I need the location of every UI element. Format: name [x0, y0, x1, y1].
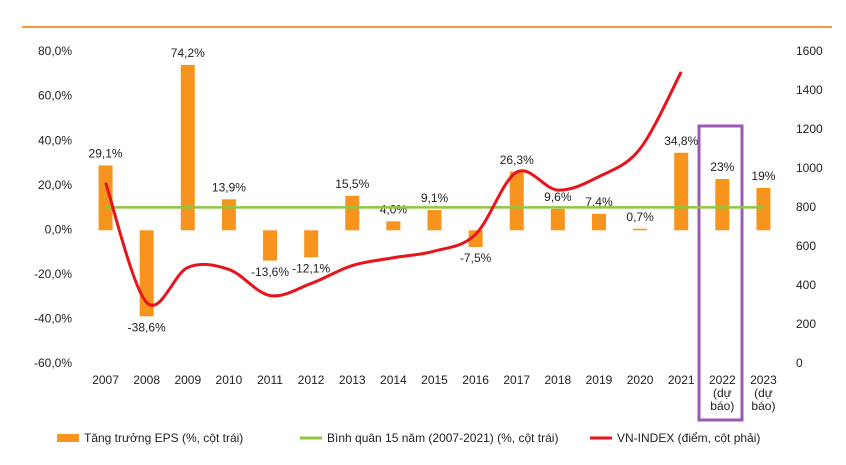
- bar: [180, 64, 195, 231]
- y-tick-label: 80,0%: [38, 44, 72, 58]
- y2-tick-label: 1200: [796, 122, 823, 136]
- legend-label: VN-INDEX (điểm, cột phải): [617, 431, 760, 445]
- y2-tick-label: 0: [796, 356, 803, 370]
- bar: [756, 187, 771, 231]
- x-tick-label: 2021: [668, 373, 695, 387]
- y-tick-label: -40,0%: [34, 312, 72, 326]
- x-tick-label: 2013: [339, 373, 366, 387]
- y-tick-label: 0,0%: [45, 222, 73, 236]
- x-tick-label: 2012: [298, 373, 325, 387]
- bar: [221, 199, 236, 231]
- bar: [509, 171, 524, 231]
- legend-swatch: [57, 434, 79, 442]
- data-label: 23%: [710, 160, 734, 174]
- y2-tick-label: 1600: [796, 44, 823, 58]
- bar: [633, 228, 648, 231]
- data-label: 4,0%: [380, 203, 408, 217]
- data-label: 7,4%: [585, 195, 613, 209]
- data-label: -13,6%: [251, 265, 289, 279]
- x-tick-label: 2015: [421, 373, 448, 387]
- x-tick-label: 2014: [380, 373, 407, 387]
- y2-tick-label: 600: [796, 239, 816, 253]
- x-tick-label: 2017: [503, 373, 530, 387]
- bar: [715, 179, 730, 231]
- y-tick-label: 40,0%: [38, 133, 72, 147]
- bar: [263, 230, 278, 261]
- bar: [304, 230, 319, 258]
- x-tick-label: 2008: [133, 373, 160, 387]
- data-label: 19%: [751, 169, 775, 183]
- data-label: -12,1%: [292, 261, 330, 275]
- bar: [427, 210, 442, 231]
- x-tick-label: 2020: [627, 373, 654, 387]
- data-label: 15,5%: [335, 177, 369, 191]
- bar: [674, 152, 689, 231]
- x-tick-label: 2009: [174, 373, 201, 387]
- line: [104, 71, 683, 307]
- data-label: 74,2%: [171, 46, 205, 60]
- data-label: 9,1%: [421, 191, 449, 205]
- y-tick-label: -20,0%: [34, 267, 72, 281]
- y-tick-label: 20,0%: [38, 178, 72, 192]
- bar: [468, 230, 483, 247]
- data-label: 26,3%: [500, 153, 534, 167]
- x-tick-label: 2016: [462, 373, 489, 387]
- y2-tick-label: 1400: [796, 83, 823, 97]
- y2-tick-label: 200: [796, 317, 816, 331]
- data-label: 34,8%: [664, 134, 698, 148]
- x-tick-label: 2011: [257, 373, 283, 387]
- x-tick-label: 2007: [92, 373, 119, 387]
- y-tick-label: -60,0%: [34, 356, 72, 370]
- bar: [98, 165, 113, 231]
- bar: [550, 208, 565, 231]
- y2-tick-label: 400: [796, 278, 816, 292]
- data-label: 0,7%: [626, 210, 654, 224]
- data-label: -38,6%: [128, 320, 166, 334]
- bar: [345, 195, 360, 231]
- data-label: -7,5%: [460, 251, 492, 265]
- data-label: 29,1%: [89, 147, 123, 161]
- y2-tick-label: 800: [796, 200, 816, 214]
- legend-label: Tăng trưởng EPS (%, cột trái): [84, 431, 243, 445]
- x-tick-label: 2022 (dự báo): [709, 373, 736, 413]
- x-tick-label: 2019: [586, 373, 613, 387]
- x-tick-label: 2010: [216, 373, 243, 387]
- bar: [591, 213, 606, 231]
- x-tick-label: 2018: [545, 373, 572, 387]
- data-label: 9,6%: [544, 190, 572, 204]
- y2-tick-label: 1000: [796, 161, 823, 175]
- bar: [386, 221, 401, 231]
- data-label: 13,9%: [212, 180, 246, 194]
- y-tick-label: 60,0%: [38, 89, 72, 103]
- x-tick-label: 2023 (dự báo): [750, 373, 777, 413]
- legend-label: Bình quân 15 năm (2007-2021) (%, cột trá…: [327, 431, 558, 445]
- highlight-box: [697, 124, 744, 422]
